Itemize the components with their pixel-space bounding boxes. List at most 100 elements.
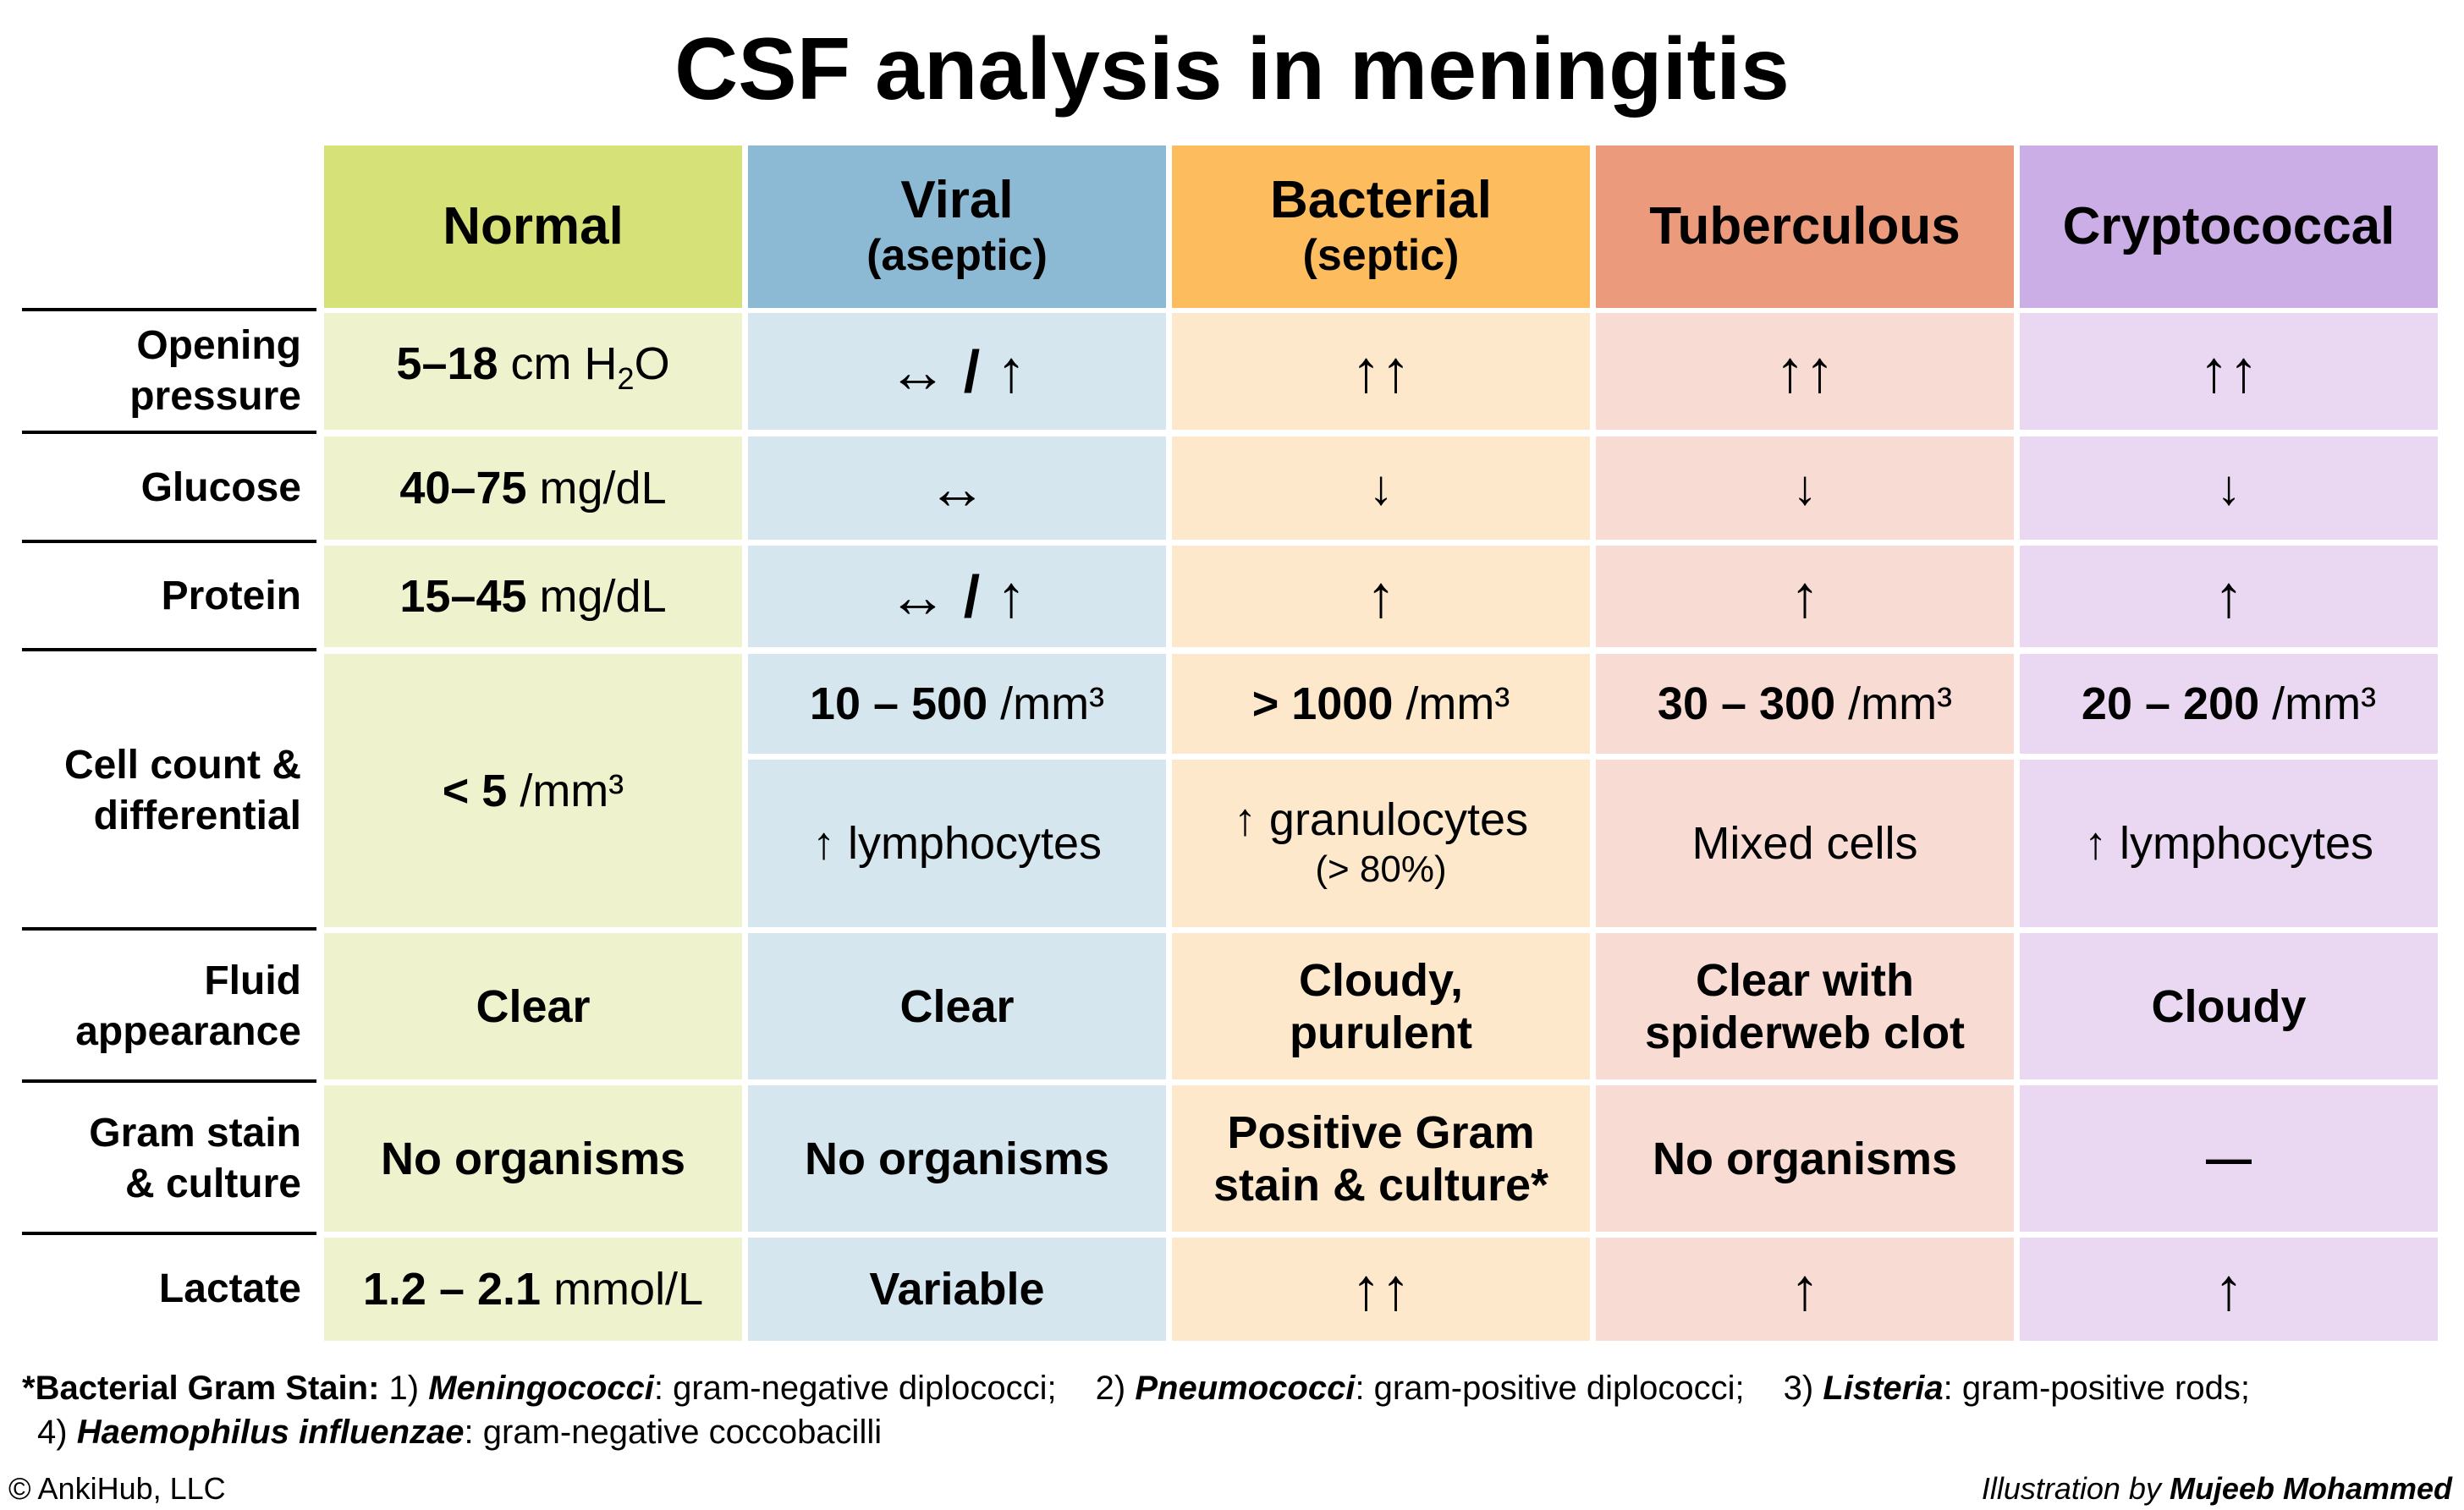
label-line: Gram stain — [89, 1110, 301, 1156]
value-range: 30 – 300 — [1657, 678, 1836, 729]
cell-tuberculous-fluid-appearance: Clear with spiderweb clot — [1596, 933, 2014, 1079]
footnote-item-number: 3) — [1783, 1370, 1823, 1407]
value-line: Cloudy, — [1299, 954, 1463, 1006]
value-unit: /mm³ — [1835, 678, 1953, 729]
footnote-line-2: 4) Haemophilus influenzae: gram-negative… — [37, 1410, 882, 1454]
cell-tuberculous-glucose: ↓ — [1596, 437, 2014, 540]
cell-cryptococcal-opening-pressure: ↑↑ — [2020, 313, 2438, 430]
cell-tuberculous-protein: ↑ — [1596, 546, 2014, 647]
cell-normal-cell-count: < 5 /mm³ — [324, 654, 742, 927]
cell-cryptococcal-differential: ↑ lymphocytes — [2020, 760, 2438, 927]
cell-tuberculous-opening-pressure: ↑↑ — [1596, 313, 2014, 430]
cell-bacterial-gram-stain: Positive Gram stain & culture* — [1172, 1085, 1590, 1232]
label-line: appearance — [75, 1008, 301, 1054]
cell-cryptococcal-protein: ↑ — [2020, 546, 2438, 647]
header-normal-label: Normal — [443, 197, 624, 255]
footnote-item-number: 4) — [37, 1414, 77, 1451]
cell-cryptococcal-fluid-appearance: Cloudy — [2020, 933, 2438, 1079]
row-divider — [22, 431, 316, 434]
cell-viral-fluid-appearance: Clear — [748, 933, 1166, 1079]
value-line: spiderweb clot — [1644, 1007, 1966, 1058]
differential-text: ↑ granulocytes — [1233, 794, 1529, 845]
value-range: 20 – 200 — [2081, 678, 2260, 729]
row-divider — [22, 308, 316, 311]
header-bacterial: Bacterial (septic) — [1172, 146, 1590, 308]
row-label-lactate: Lactate — [158, 1266, 301, 1311]
row-divider — [22, 1079, 316, 1083]
header-cryptococcal-label: Cryptococcal — [2062, 197, 2395, 255]
label-line: & culture — [124, 1161, 301, 1206]
organism-name: Listeria — [1823, 1370, 1944, 1407]
value-unit: mmol/L — [541, 1264, 704, 1315]
organism-name: Meningococci — [428, 1370, 654, 1407]
page-title: CSF analysis in meningitis — [674, 20, 1790, 118]
value-unit: mg/dL — [526, 463, 667, 513]
header-tuberculous-label: Tuberculous — [1649, 197, 1961, 255]
value-unit: /mm³ — [2259, 678, 2377, 729]
row-label-cell-count: Cell count & differential — [22, 654, 301, 927]
value-range: < 5 — [442, 765, 508, 816]
cell-normal-protein: 15–45 mg/dL — [324, 546, 742, 647]
cell-tuberculous-gram-stain: No organisms — [1596, 1085, 2014, 1232]
cell-viral-cell-count: 10 – 500 /mm³ — [748, 654, 1166, 754]
value-unit: mg/dL — [526, 571, 667, 622]
row-divider — [22, 1232, 316, 1235]
organism-description: : gram-positive diplococci; — [1355, 1370, 1745, 1407]
cell-viral-protein: ↔ / ↑ — [748, 546, 1166, 647]
cell-tuberculous-lactate: ↑ — [1596, 1238, 2014, 1341]
value-unit: /mm³ — [987, 678, 1105, 729]
cell-normal-lactate: 1.2 – 2.1 mmol/L — [324, 1238, 742, 1341]
value-unit: cm H — [498, 338, 618, 390]
cell-normal-opening-pressure: 5–18 cm H2O — [324, 313, 742, 430]
value-line: Positive Gram — [1227, 1106, 1535, 1158]
cell-viral-glucose: ↔ — [748, 437, 1166, 540]
footnote-item-number: 2) — [1095, 1370, 1136, 1407]
cell-tuberculous-differential: Mixed cells — [1596, 760, 2014, 927]
cell-bacterial-protein: ↑ — [1172, 546, 1590, 647]
organism-description: : gram-positive rods; — [1943, 1370, 2250, 1407]
cell-bacterial-fluid-appearance: Cloudy, purulent — [1172, 933, 1590, 1079]
illustration-credit: Illustration by Mujeeb Mohammed — [1982, 1472, 2452, 1506]
footnote-lead: *Bacterial Gram Stain: — [22, 1370, 380, 1407]
header-bacterial-label: Bacterial — [1270, 171, 1492, 229]
header-bacterial-sub: (septic) — [1302, 231, 1460, 280]
organism-description: : gram-negative diplococci; — [653, 1370, 1057, 1407]
cell-cryptococcal-cell-count: 20 – 200 /mm³ — [2020, 654, 2438, 754]
header-tuberculous: Tuberculous — [1596, 146, 2014, 308]
footnote-item-number: 1) — [379, 1370, 429, 1407]
copyright: © AnkiHub, LLC — [8, 1471, 226, 1506]
header-normal: Normal — [324, 146, 742, 308]
cell-normal-fluid-appearance: Clear — [324, 933, 742, 1079]
cell-viral-gram-stain: No organisms — [748, 1085, 1166, 1232]
value-line: purulent — [1290, 1007, 1472, 1058]
value-range: 1.2 – 2.1 — [362, 1264, 542, 1315]
label-line: Cell count & — [63, 742, 301, 788]
value-range: 15–45 — [399, 571, 527, 622]
header-viral-label: Viral — [900, 171, 1014, 229]
row-label-opening-pressure: Opening pressure — [22, 313, 301, 430]
cell-cryptococcal-lactate: ↑ — [2020, 1238, 2438, 1341]
row-divider — [22, 540, 316, 543]
value-subscript: 2 — [617, 360, 635, 396]
value-unit-end: O — [634, 338, 670, 390]
value-range: 40–75 — [399, 463, 527, 513]
organism-name: Pneumococci — [1135, 1370, 1356, 1407]
value-line: Clear with — [1695, 954, 1915, 1006]
cell-cryptococcal-gram-stain: — — [2020, 1085, 2438, 1232]
cell-viral-differential: ↑ lymphocytes — [748, 760, 1166, 927]
cell-normal-glucose: 40–75 mg/dL — [324, 437, 742, 540]
row-divider — [22, 648, 316, 651]
cell-bacterial-lactate: ↑↑ — [1172, 1238, 1590, 1341]
row-divider — [22, 927, 316, 931]
organism-name: Haemophilus influenzae — [76, 1414, 465, 1451]
header-cryptococcal: Cryptococcal — [2020, 146, 2438, 308]
value-range: 10 – 500 — [809, 678, 988, 729]
value-line: stain & culture* — [1213, 1159, 1549, 1211]
differential-note: (> 80%) — [1315, 848, 1447, 890]
value-range: 5–18 — [396, 338, 498, 390]
header-viral-sub: (aseptic) — [866, 231, 1048, 280]
label-line: differential — [93, 793, 301, 838]
row-label-protein: Protein — [161, 574, 301, 618]
cell-viral-lactate: Variable — [748, 1238, 1166, 1341]
cell-viral-opening-pressure: ↔ / ↑ — [748, 313, 1166, 430]
